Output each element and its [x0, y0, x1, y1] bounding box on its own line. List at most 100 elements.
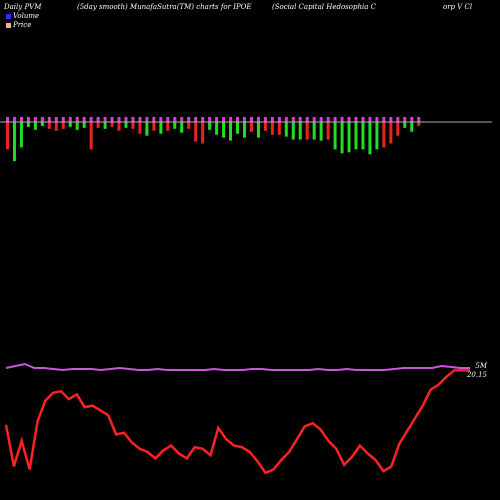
header-right-cont: orp V Cl [443, 3, 473, 11]
volume-cap [173, 117, 177, 122]
volume-bar [354, 122, 358, 150]
volume-bars [6, 117, 421, 162]
volume-cap [249, 117, 253, 122]
volume-bar [215, 122, 219, 135]
volume-bar [61, 122, 65, 129]
volume-cap [298, 117, 302, 122]
volume-cap [333, 117, 337, 122]
volume-cap [152, 117, 156, 122]
right-label-price: 20.15 [466, 371, 487, 379]
volume-bar [131, 122, 135, 129]
volume-cap [222, 117, 226, 122]
volume-cap [354, 117, 358, 122]
volume-bar [194, 122, 198, 142]
volume-bar [396, 122, 400, 136]
volume-bar [382, 122, 386, 148]
volume-bar [82, 122, 86, 128]
legend-volume: Volume [6, 12, 39, 20]
volume-cap [382, 117, 386, 122]
volume-cap [145, 117, 149, 122]
volume-bar [89, 122, 93, 150]
volume-cap [6, 117, 9, 122]
volume-cap [117, 117, 121, 122]
volume-bar [222, 122, 226, 138]
volume-bar [277, 122, 281, 135]
volume-cap [263, 117, 267, 122]
volume-bar [40, 122, 44, 126]
volume-bar [145, 122, 149, 136]
volume-cap [110, 117, 114, 122]
volume-bar [117, 122, 121, 131]
volume-bar [326, 122, 330, 140]
header-right: (Social Capital Hedosophia C [272, 3, 376, 11]
header-left: Daily PVM [4, 3, 42, 11]
volume-cap [75, 117, 79, 122]
volume-bar [124, 122, 128, 128]
volume-cap [33, 117, 37, 122]
volume-cap [138, 117, 142, 122]
legend-price-label: Price [13, 21, 32, 29]
volume-cap [26, 117, 30, 122]
volume-cap [256, 117, 260, 122]
volume-bar [305, 122, 309, 140]
volume-cap [403, 117, 407, 122]
volume-bar [208, 122, 212, 130]
volume-cap [12, 117, 16, 122]
volume-bar [284, 122, 288, 137]
volume-bar [361, 122, 365, 150]
volume-cap [229, 117, 233, 122]
volume-bar [187, 122, 191, 129]
volume-cap [410, 117, 414, 122]
volume-cap [208, 117, 212, 122]
volume-swatch-icon [6, 13, 11, 19]
volume-cap [347, 117, 351, 122]
right-label-volume: 5M [475, 362, 487, 370]
volume-cap [187, 117, 191, 122]
volume-bar [173, 122, 177, 129]
volume-cap [215, 117, 219, 122]
purple-line [5, 362, 470, 372]
volume-cap [375, 117, 379, 122]
volume-bar [75, 122, 79, 130]
volume-bar [236, 122, 240, 134]
price-line [4, 369, 470, 475]
volume-cap [19, 117, 23, 122]
volume-cap [180, 117, 184, 122]
volume-bar [263, 122, 267, 131]
volume-cap [242, 117, 246, 122]
volume-bar [12, 122, 16, 162]
volume-cap [291, 117, 295, 122]
volume-bar [229, 122, 233, 141]
volume-cap [166, 117, 170, 122]
volume-bar [54, 122, 58, 131]
volume-cap [277, 117, 281, 122]
volume-cap [124, 117, 128, 122]
volume-bar [368, 122, 372, 155]
volume-bar [270, 122, 274, 135]
volume-bar [6, 122, 9, 150]
volume-cap [396, 117, 400, 122]
volume-bar [340, 122, 344, 154]
volume-bar [201, 122, 205, 144]
volume-cap [284, 117, 288, 122]
volume-cap [40, 117, 44, 122]
volume-bar [291, 122, 295, 140]
volume-bar [96, 122, 100, 128]
volume-bar [26, 122, 30, 127]
volume-bar [298, 122, 302, 140]
volume-cap [270, 117, 274, 122]
volume-bar [319, 122, 323, 141]
volume-cap [89, 117, 93, 122]
volume-bar [138, 122, 142, 134]
volume-bar [33, 122, 37, 130]
volume-cap [236, 117, 240, 122]
volume-bar [166, 122, 170, 131]
volume-bar [47, 122, 51, 129]
volume-cap [194, 117, 198, 122]
volume-bar [152, 122, 156, 131]
volume-cap [61, 117, 65, 122]
volume-bar [19, 122, 23, 148]
volume-cap [82, 117, 86, 122]
